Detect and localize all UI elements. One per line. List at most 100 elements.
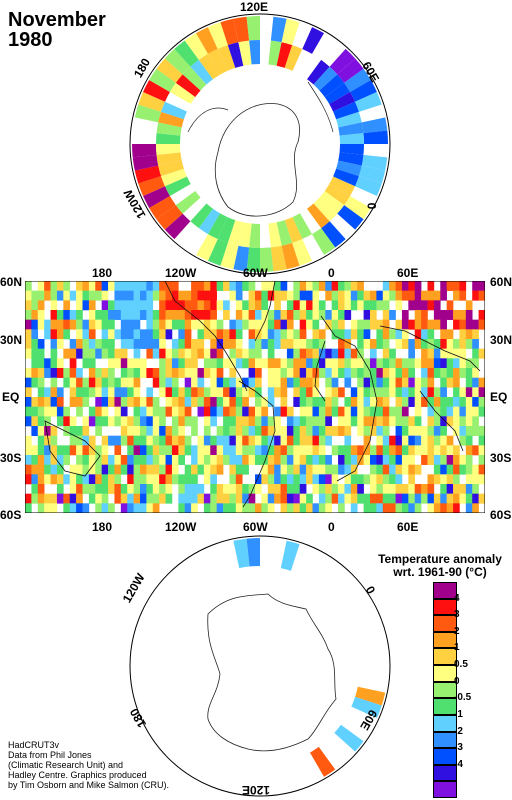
anomaly-cell (76, 319, 83, 330)
anomaly-cell (274, 474, 281, 485)
legend-swatch (433, 681, 457, 699)
anomaly-cell (44, 290, 51, 301)
anomaly-cell (453, 387, 460, 398)
anomaly-cell (376, 319, 384, 330)
anomaly-cell (210, 310, 217, 320)
anomaly-cell (382, 310, 390, 320)
anomaly-cell (401, 290, 409, 301)
anomaly-cell (446, 358, 454, 369)
anomaly-cell (197, 464, 205, 475)
anomaly-cell (223, 397, 230, 407)
anomaly-cell (69, 503, 77, 513)
anomaly-cell (44, 445, 51, 456)
anomaly-cell (178, 368, 186, 378)
anomaly-cell (350, 484, 358, 494)
anomaly-cell (408, 455, 416, 465)
anomaly-cell (146, 435, 154, 446)
anomaly-cell (235, 484, 243, 494)
anomaly-cell (446, 455, 454, 465)
anomaly-cell (146, 397, 154, 407)
lat-left-60n: 60N (0, 275, 23, 289)
anomaly-cell (357, 387, 364, 398)
anomaly-cell (76, 426, 83, 436)
anomaly-cell (293, 426, 301, 436)
anomaly-cell (248, 310, 256, 320)
anomaly-cell (280, 339, 288, 349)
anomaly-cell (414, 377, 422, 388)
anomaly-cell (203, 416, 211, 427)
anomaly-cell (357, 339, 364, 349)
anomaly-cell (184, 300, 192, 311)
anomaly-cell (325, 377, 332, 388)
anomaly-cell (255, 377, 262, 388)
anomaly-cell (370, 503, 377, 513)
anomaly-cell (401, 435, 409, 446)
anomaly-cell (88, 406, 96, 417)
anomaly-cell (101, 464, 109, 475)
anomaly-cell (197, 300, 205, 311)
anomaly-cell (389, 416, 396, 427)
anomaly-cell (50, 474, 58, 485)
anomaly-cell (401, 484, 409, 494)
anomaly-cell (140, 455, 147, 465)
anomaly-cell (370, 300, 377, 311)
anomaly-cell (108, 339, 115, 349)
anomaly-cell (56, 484, 64, 494)
anomaly-cell (165, 319, 173, 330)
anomaly-cell (95, 426, 102, 436)
anomaly-cell (191, 348, 198, 359)
anomaly-cell (159, 368, 166, 378)
anomaly-cell (88, 445, 96, 456)
anomaly-cell (210, 493, 217, 504)
anomaly-cell (95, 368, 102, 378)
anomaly-cell (267, 368, 275, 378)
anomaly-cell (82, 387, 90, 398)
anomaly-cell (312, 329, 320, 340)
anomaly-cell (56, 416, 64, 427)
anomaly-cell (165, 377, 173, 388)
anomaly-cell (37, 397, 45, 407)
anomaly-cell (427, 455, 435, 465)
anomaly-cell (408, 368, 416, 378)
anomaly-cell (223, 445, 230, 456)
anomaly-cell (465, 368, 473, 378)
polar-anomaly-cell (336, 160, 362, 177)
polar-anomaly-cell (307, 203, 330, 229)
anomaly-cell (478, 435, 485, 446)
anomaly-cell (408, 426, 416, 436)
anomaly-cell (306, 339, 313, 349)
anomaly-cell (408, 416, 416, 427)
anomaly-cell (293, 281, 301, 291)
anomaly-cell (293, 348, 301, 359)
anomaly-cell (108, 281, 115, 291)
anomaly-cell (216, 484, 224, 494)
anomaly-cell (440, 445, 447, 456)
anomaly-cell (299, 406, 307, 417)
anomaly-cell (286, 464, 294, 475)
anomaly-cell (223, 484, 230, 494)
anomaly-cell (210, 503, 217, 513)
anomaly-cell (242, 464, 249, 475)
anomaly-cell (427, 474, 435, 485)
anomaly-cell (242, 281, 249, 291)
anomaly-cell (338, 348, 345, 359)
legend-swatch (433, 781, 457, 798)
anomaly-cell (421, 377, 428, 388)
anomaly-cell (401, 416, 409, 427)
anomaly-cell (408, 290, 416, 301)
anomaly-cell (69, 290, 77, 301)
anomaly-cell (299, 329, 307, 340)
anomaly-cell (357, 300, 364, 311)
anomaly-cell (178, 406, 186, 417)
anomaly-cell (31, 464, 39, 475)
anomaly-cell (133, 416, 141, 427)
anomaly-cell (95, 290, 102, 301)
legend-label: -3 (454, 742, 463, 754)
anomaly-cell (50, 493, 58, 504)
anomaly-cell (363, 339, 371, 349)
polar-anomaly-cell (190, 59, 213, 85)
anomaly-cell (210, 281, 217, 291)
anomaly-cell (44, 329, 51, 340)
anomaly-cell (440, 406, 447, 417)
anomaly-cell (465, 464, 473, 475)
